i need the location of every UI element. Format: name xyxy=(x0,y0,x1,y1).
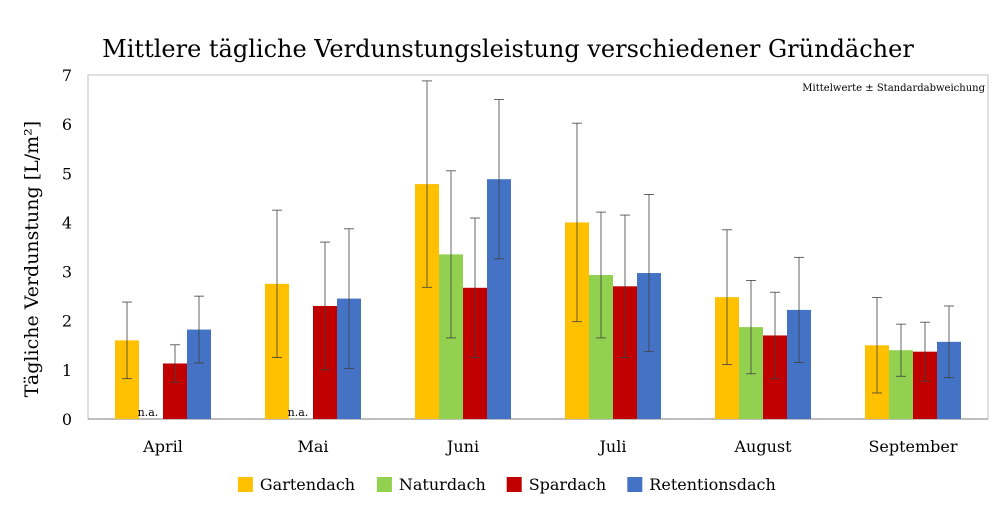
x-tick-label: September xyxy=(868,437,957,456)
legend-label: Retentionsdach xyxy=(649,475,775,494)
y-tick-label: 7 xyxy=(62,66,72,85)
y-tick-label: 0 xyxy=(62,410,72,429)
legend-label: Gartendach xyxy=(260,475,355,494)
plot-border xyxy=(87,74,989,420)
y-tick-label: 5 xyxy=(62,164,72,183)
legend-item: Gartendach xyxy=(237,475,355,494)
na-label: n.a. xyxy=(138,406,159,419)
x-tick-label: August xyxy=(733,437,792,456)
chart-title: Mittlere tägliche Verdunstungsleistung v… xyxy=(102,35,914,63)
legend-swatch xyxy=(237,477,253,492)
plot-area: 0 1 2 3 4 5 6 7 n.a. April n.a. Mai Juni Juli August Se… xyxy=(62,66,989,456)
legend-label: Spardach xyxy=(529,475,606,494)
legend-swatch xyxy=(376,477,392,492)
x-tick-label: Juli xyxy=(598,437,627,456)
legend-item: Spardach xyxy=(506,475,606,494)
y-axis-label: Tägliche Verdunstung [L/m²] xyxy=(21,121,43,397)
y-tick-label: 3 xyxy=(62,263,72,282)
y-tick-label: 4 xyxy=(62,213,72,232)
annotation-mean-sd: Mittelwerte ± Standardabweichung xyxy=(802,83,985,94)
legend: Gartendach Naturdach Spardach Retentionsdac… xyxy=(237,475,776,494)
legend-label: Naturdach xyxy=(399,475,486,494)
y-tick-label: 1 xyxy=(62,361,72,380)
x-tick-label: Juni xyxy=(445,437,479,456)
legend-swatch xyxy=(506,477,522,492)
legend-item: Retentionsdach xyxy=(627,475,776,494)
legend-swatch xyxy=(627,477,643,492)
x-tick-label: April xyxy=(142,437,183,456)
na-label: n.a. xyxy=(288,406,309,419)
y-tick-label: 2 xyxy=(62,312,72,331)
legend-item: Naturdach xyxy=(376,475,486,494)
x-tick-label: Mai xyxy=(297,437,328,456)
y-tick-label: 6 xyxy=(62,115,72,134)
